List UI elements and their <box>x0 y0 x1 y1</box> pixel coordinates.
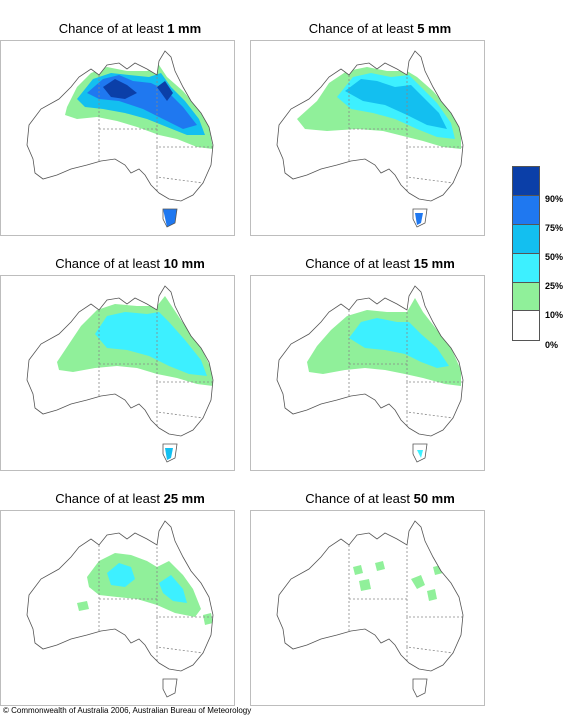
coastline <box>276 285 464 437</box>
rain-zone <box>359 579 371 591</box>
rain-zone <box>103 79 137 99</box>
coastline <box>276 50 464 202</box>
coastline <box>26 285 214 437</box>
rain-zone <box>375 561 385 571</box>
panel-title: Chance of at least 15 mm <box>305 256 455 271</box>
legend-swatch-10 <box>512 282 540 311</box>
map-5mm <box>250 40 485 236</box>
tasmania-outline <box>412 208 428 228</box>
australia-map <box>26 520 214 698</box>
map-10mm <box>0 275 235 471</box>
rain-zone <box>415 213 423 225</box>
legend-swatch-0 <box>512 311 540 341</box>
tasmania-outline <box>162 678 178 698</box>
rain-zone <box>349 318 449 368</box>
tasmania-outline <box>412 678 428 698</box>
legend-label-50: 50% <box>545 252 564 262</box>
rain-zone <box>77 601 89 611</box>
panel-title: Chance of at least 1 mm <box>58 21 202 36</box>
legend-swatch-75 <box>512 195 540 224</box>
tasmania-outline <box>162 208 178 228</box>
map-15mm <box>250 275 485 471</box>
copyright-notice: © Commonwealth of Australia 2006, Austra… <box>3 706 252 715</box>
tasmania-outline <box>412 443 428 463</box>
panel-title: Chance of at least 5 mm <box>308 21 452 36</box>
state-borders <box>348 75 463 193</box>
rain-zone <box>159 575 187 603</box>
rain-zone <box>411 575 425 589</box>
panel-title: Chance of at least 25 mm <box>55 491 205 506</box>
tasmania-outline <box>162 443 178 463</box>
rain-zone <box>95 312 207 376</box>
australia-map <box>276 285 464 463</box>
legend-label-10: 10% <box>545 310 564 320</box>
legend-label-0: 0% <box>545 340 559 350</box>
coastline <box>26 520 214 672</box>
legend-label-90: 90% <box>545 194 564 204</box>
state-borders <box>98 75 213 193</box>
rain-zone <box>165 448 173 460</box>
state-borders <box>348 545 463 663</box>
legend-label-25: 25% <box>545 281 564 291</box>
legend-label-75: 75% <box>545 223 564 233</box>
map-1mm <box>0 40 235 236</box>
rain-zone <box>157 81 173 101</box>
panel-title: Chance of at least 50 mm <box>305 491 455 506</box>
australia-map <box>276 520 464 698</box>
coastline <box>26 50 214 202</box>
map-50mm <box>250 510 485 706</box>
legend-swatch-50 <box>512 224 540 253</box>
state-borders <box>98 545 213 663</box>
australia-map <box>276 50 464 228</box>
australia-map <box>26 50 214 228</box>
rain-zone <box>417 450 423 458</box>
legend-swatch-25 <box>512 253 540 282</box>
legend-swatch-90 <box>512 166 540 195</box>
rain-zone <box>163 209 177 227</box>
state-borders <box>348 310 463 428</box>
coastline <box>276 520 464 672</box>
state-borders <box>98 310 213 428</box>
rain-zone <box>345 79 447 129</box>
rain-zone <box>107 563 135 587</box>
australia-map <box>26 285 214 463</box>
rain-zone <box>203 613 213 625</box>
rain-zone <box>353 565 363 575</box>
panel-title: Chance of at least 10 mm <box>55 256 205 271</box>
map-25mm <box>0 510 235 706</box>
rain-zone <box>427 589 437 601</box>
